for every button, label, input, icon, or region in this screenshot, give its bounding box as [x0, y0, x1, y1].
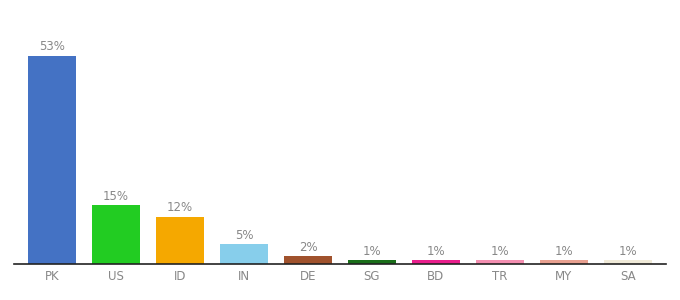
Bar — [476, 260, 524, 264]
Text: 1%: 1% — [362, 245, 381, 258]
Text: 1%: 1% — [491, 245, 509, 258]
Text: 1%: 1% — [555, 245, 573, 258]
Bar — [28, 56, 76, 264]
Bar — [92, 205, 140, 264]
Text: 15%: 15% — [103, 190, 129, 203]
Bar — [540, 260, 588, 264]
Bar — [284, 256, 332, 264]
Bar — [220, 244, 268, 264]
Text: 1%: 1% — [619, 245, 637, 258]
Text: 12%: 12% — [167, 202, 193, 214]
Text: 2%: 2% — [299, 241, 318, 254]
Bar — [156, 217, 204, 264]
Bar — [348, 260, 396, 264]
Text: 1%: 1% — [426, 245, 445, 258]
Text: 53%: 53% — [39, 40, 65, 53]
Text: 5%: 5% — [235, 229, 253, 242]
Bar — [604, 260, 652, 264]
Bar — [412, 260, 460, 264]
